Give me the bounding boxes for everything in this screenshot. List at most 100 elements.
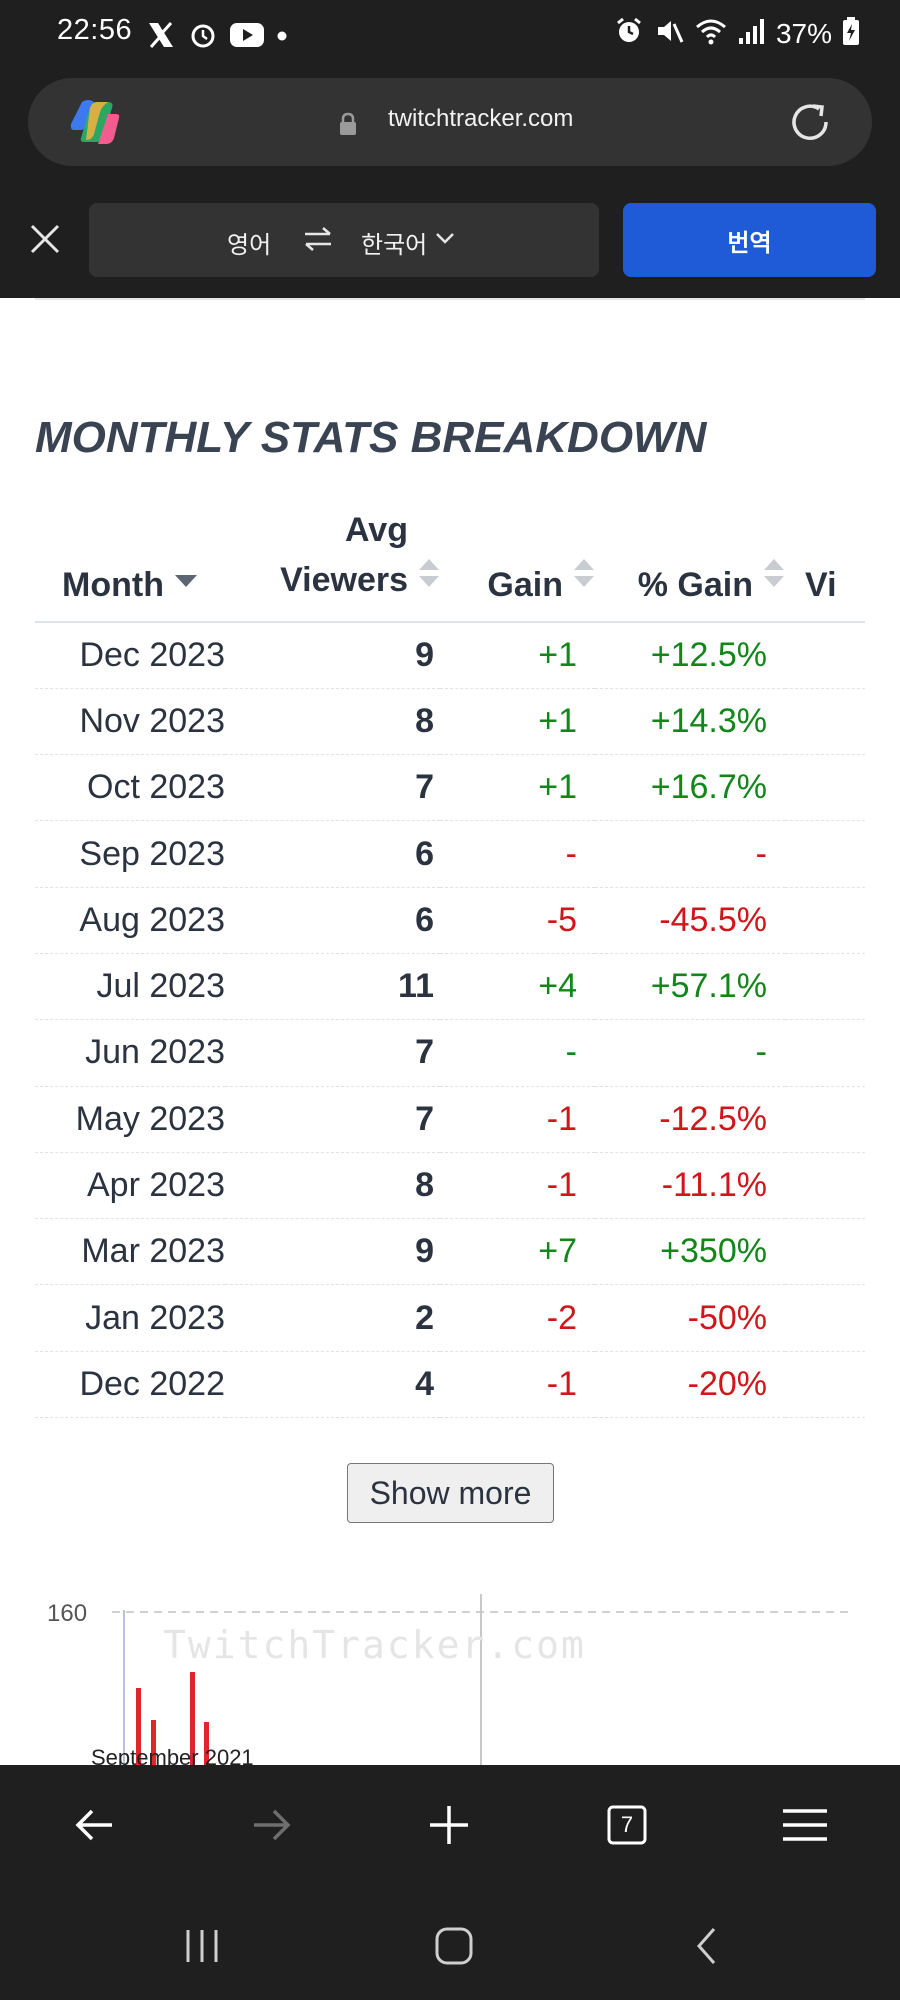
- sort-both-icon[interactable]: [418, 558, 440, 597]
- table-header-row: Month Avg Viewers: [35, 505, 865, 623]
- chart-bar: [190, 1672, 195, 1765]
- pct-gain-cell: -45.5%: [595, 887, 785, 954]
- avg-viewers-header-line2: Viewers: [280, 561, 408, 599]
- avg-viewers-cell: 6: [225, 820, 440, 888]
- language-selector[interactable]: 영어 한국어: [89, 203, 599, 277]
- gain-cell: -: [440, 820, 595, 888]
- table-row: Dec 2022 4 -1 -20%: [35, 1351, 865, 1419]
- table-row: Nov 2023 8 +1 +14.3%: [35, 688, 865, 756]
- avg-viewers-cell: 9: [225, 622, 440, 689]
- pct-gain-cell: -50%: [595, 1284, 785, 1352]
- target-language[interactable]: 한국어: [361, 232, 428, 259]
- gain-cell: -: [440, 1019, 595, 1087]
- avg-viewers-cell: 7: [225, 754, 440, 822]
- chart-canvas: [112, 1594, 850, 1765]
- forward-arrow-icon[interactable]: [242, 1795, 302, 1855]
- table-row: Jul 2023 11 +4 +57.1%: [35, 953, 865, 1021]
- copilot-logo-icon[interactable]: [68, 96, 122, 153]
- month-cell: Dec 2022: [35, 1351, 225, 1419]
- chevron-down-icon[interactable]: [434, 230, 456, 251]
- status-time: 22:56: [57, 14, 133, 46]
- browser-toolbar: twitchtracker.com: [0, 72, 900, 182]
- month-cell: Jul 2023: [35, 953, 225, 1021]
- address-bar[interactable]: twitchtracker.com: [28, 78, 872, 166]
- chart-bar: [151, 1720, 156, 1765]
- partial-column-cell: [785, 1019, 865, 1087]
- avg-viewers-cell: 11: [225, 953, 440, 1021]
- gain-cell: +7: [440, 1218, 595, 1286]
- partial-column-cell: [785, 688, 865, 756]
- x-logo-icon: [146, 20, 176, 55]
- partial-column-cell: [785, 1351, 865, 1419]
- sort-both-icon[interactable]: [763, 558, 785, 597]
- close-icon[interactable]: [28, 222, 62, 261]
- gain-cell: -1: [440, 1351, 595, 1419]
- url-text[interactable]: twitchtracker.com: [388, 105, 574, 132]
- sort-both-icon[interactable]: [573, 558, 595, 597]
- month-cell: Dec 2023: [35, 622, 225, 689]
- translate-button[interactable]: 번역: [623, 203, 876, 277]
- gain-cell: +1: [440, 622, 595, 689]
- table-row: Mar 2023 9 +7 +350%: [35, 1218, 865, 1286]
- wifi-icon: [694, 16, 728, 51]
- alarm-clock-icon: [188, 20, 218, 55]
- translate-bar: 영어 한국어 번역: [0, 182, 900, 298]
- show-more-button[interactable]: Show more: [347, 1463, 554, 1523]
- month-cell: Nov 2023: [35, 688, 225, 756]
- back-arrow-icon[interactable]: [64, 1795, 124, 1855]
- table-row: Jan 2023 2 -2 -50%: [35, 1284, 865, 1352]
- chart-y-tick: 160: [47, 1600, 88, 1627]
- month-header-label: Month: [62, 566, 164, 604]
- sort-desc-icon[interactable]: [174, 558, 198, 597]
- pct-gain-cell: -12.5%: [595, 1086, 785, 1153]
- partial-column-cell: [785, 622, 865, 689]
- gain-cell: +1: [440, 688, 595, 756]
- home-icon[interactable]: [424, 1921, 484, 1971]
- mute-icon: [654, 16, 684, 51]
- system-nav-bar: [0, 1885, 900, 2000]
- divider: [35, 298, 865, 300]
- partial-column-cell: [785, 1218, 865, 1286]
- source-language[interactable]: 영어: [227, 232, 272, 259]
- signal-icon: [738, 16, 766, 51]
- table-row: Jun 2023 7- -: [35, 1019, 865, 1087]
- swap-languages-icon[interactable]: [302, 225, 334, 258]
- gain-column-header[interactable]: Gain: [440, 505, 595, 623]
- notification-icons: [146, 20, 288, 55]
- table-row: Apr 2023 8 -1 -11.1%: [35, 1152, 865, 1220]
- gain-cell: -1: [440, 1152, 595, 1220]
- month-cell: Jan 2023: [35, 1284, 225, 1352]
- pct-gain-header-label: % Gain: [637, 566, 753, 604]
- pct-gain-cell: -20%: [595, 1351, 785, 1419]
- pct-gain-cell: +12.5%: [595, 622, 785, 689]
- month-cell: Oct 2023: [35, 754, 225, 822]
- avg-viewers-cell: 7: [225, 1019, 440, 1087]
- pct-gain-cell: +14.3%: [595, 688, 785, 756]
- alarm-icon: [614, 16, 644, 51]
- plus-icon[interactable]: [419, 1795, 479, 1855]
- avg-viewers-cell: 8: [225, 688, 440, 756]
- pct-gain-column-header[interactable]: % Gain: [595, 505, 785, 623]
- avg-viewers-column-header[interactable]: Avg Viewers: [225, 505, 440, 623]
- avg-viewers-cell: 8: [225, 1152, 440, 1220]
- avg-viewers-cell: 2: [225, 1284, 440, 1352]
- gain-cell: -1: [440, 1086, 595, 1153]
- partial-column-header[interactable]: Vi: [785, 505, 865, 623]
- gain-cell: +1: [440, 754, 595, 822]
- table-body: Dec 2023 9 +1 +12.5% Nov 2023 8 +1 +14.3% Oct 20…: [35, 622, 865, 1419]
- battery-charging-icon: [842, 16, 860, 51]
- gain-cell: -5: [440, 887, 595, 954]
- month-column-header[interactable]: Month: [35, 505, 225, 623]
- tabs-icon[interactable]: 7: [597, 1795, 657, 1855]
- recent-apps-icon[interactable]: [172, 1921, 232, 1971]
- menu-icon[interactable]: [775, 1795, 835, 1855]
- month-cell: May 2023: [35, 1086, 225, 1153]
- partial-column-cell: [785, 1152, 865, 1220]
- partial-column-cell: [785, 1284, 865, 1352]
- system-back-icon[interactable]: [677, 1921, 737, 1971]
- gain-header-label: Gain: [487, 566, 563, 604]
- gain-cell: +4: [440, 953, 595, 1021]
- reload-icon[interactable]: [786, 98, 834, 151]
- month-cell: Jun 2023: [35, 1019, 225, 1087]
- pct-gain-cell: +57.1%: [595, 953, 785, 1021]
